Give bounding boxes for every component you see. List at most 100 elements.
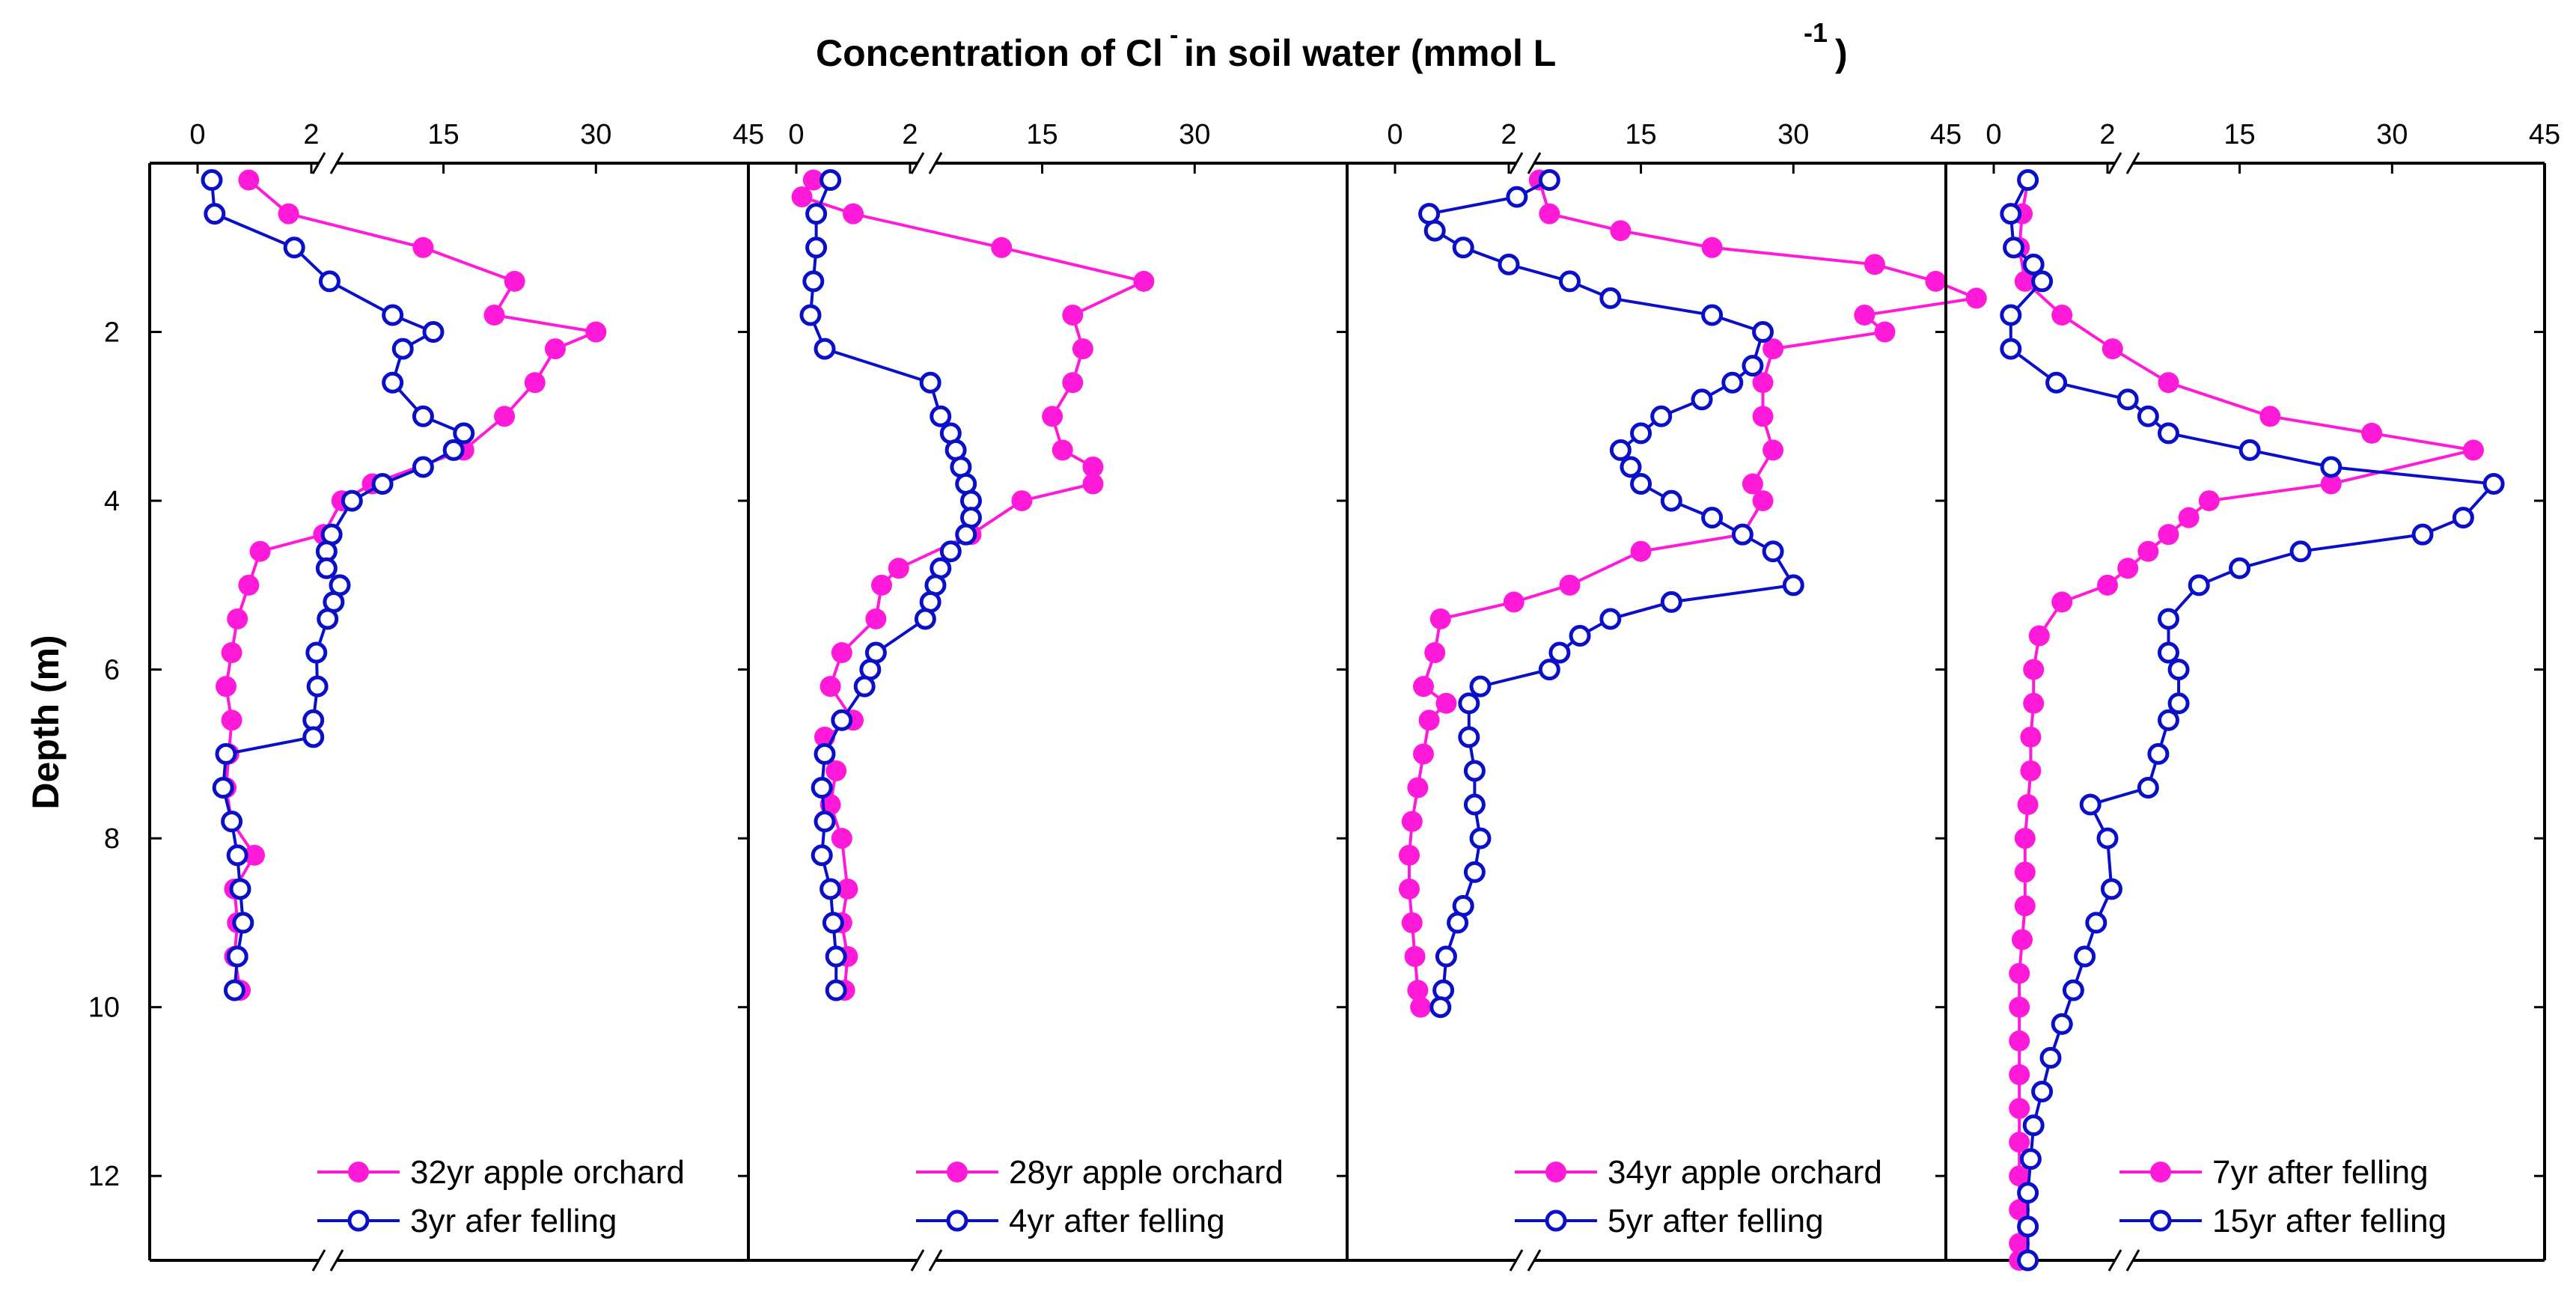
panel-4-series-1-point-24 (2014, 828, 2036, 849)
panel-1-x-tick-label-45: 45 (733, 119, 764, 150)
panel-3-series-1-point-18 (1503, 591, 1524, 613)
panel-4-series-2-point-0 (2017, 169, 2039, 192)
panel-4-break-mark-b-1 (2125, 1249, 2140, 1272)
panel-2-series-2-point-27 (811, 844, 833, 867)
panel-1-series-2-point-8 (412, 405, 434, 427)
panel-4-series-1-point-11 (2198, 490, 2220, 512)
panel-3-series-2-point-14 (1630, 422, 1652, 445)
panel-1-series-2-point-11 (412, 456, 434, 478)
panel-4-series-2-point-33 (2039, 1046, 2062, 1069)
panel-3-break-mark-a-1 (1509, 1249, 1524, 1272)
panel-2-series-1-point-5 (1062, 304, 1084, 326)
legend-1-1-marker (348, 1162, 369, 1183)
panel-4-series-1-point-31 (2009, 1064, 2030, 1085)
panel-3-series-2-point-30 (1458, 726, 1480, 748)
panel-3-series-2-point-37 (1435, 945, 1457, 968)
panel-4-series-1-point-23 (2017, 794, 2039, 816)
panel-2-series-1-point-21 (825, 760, 847, 781)
panel-4-series-2-point-1 (2000, 203, 2022, 225)
chart-title: Concentration of Cl - in soil water (mmo… (816, 17, 1848, 74)
panel-3-series-2-point-36 (1447, 912, 1469, 934)
panel-4-series-2-point-7 (2045, 371, 2068, 394)
panel-3-series-1-point-3 (1701, 237, 1723, 258)
panel-4-series-1-point-8 (2361, 422, 2383, 444)
panel-1-series-1-point-14 (238, 574, 260, 596)
panel-2-series-1-point-16 (865, 608, 887, 629)
panel-2-series-1-point-0 (802, 169, 824, 191)
panel-2-series-1-point-2 (843, 203, 864, 225)
legend-2-2-label: 4yr after felling (1009, 1203, 1225, 1239)
panel-4-x-tick-label-45: 45 (2529, 119, 2560, 150)
panel-4: 0 2 15 30 45 7yr after felling 15yr after fell… (1944, 119, 2560, 1272)
panel-4-series-1-point-20 (2023, 692, 2045, 714)
panel-3-series-1-point-26 (1401, 811, 1423, 832)
panel-1-series-1-point-8 (494, 406, 516, 427)
panel-2-series-1-point-11 (1082, 473, 1104, 495)
panel-3-series-2-point-8 (1701, 304, 1724, 326)
legend-3-2-label: 5yr after felling (1608, 1203, 1824, 1239)
panel-1-series-1-point-7 (524, 372, 546, 394)
panel-2-series-1-point-7 (1062, 372, 1084, 394)
panel-3-series-2-point-17 (1630, 473, 1652, 495)
panel-1-series-2-point-30 (226, 945, 248, 968)
panel-4-series-1-point-4 (2051, 304, 2073, 326)
panel-3-series-2-point-21 (1762, 540, 1784, 563)
panel-1-series-2-point-27 (226, 844, 248, 867)
panel-4-series-2-point-31 (2062, 979, 2084, 1001)
panel-3-series-2-point-25 (1569, 625, 1591, 647)
panel-4-series-2-point-3 (2022, 253, 2045, 275)
panel-4-series-2-point-39 (2017, 1249, 2039, 1272)
panel-1-series-2-point-10 (442, 439, 465, 461)
panel-1-series-2-point-13 (341, 489, 363, 512)
panel-2-series-2-point-31 (825, 979, 847, 1001)
panel-4-x-tick-label-2: 2 (2099, 119, 2115, 150)
panel-4-break-gap-0 (2115, 157, 2133, 169)
panel-1-series-1-point-16 (221, 642, 242, 664)
chart-title-unit-superscript: -1 (1804, 17, 1828, 48)
panel-4-series-2-point-14 (2452, 507, 2474, 529)
panel-1-series-2-point-24 (215, 742, 237, 765)
legend-3-1-label: 34yr apple orchard (1608, 1154, 1882, 1191)
legend-1-2-marker (347, 1209, 370, 1232)
panel-4-series-1-point-27 (2012, 929, 2033, 950)
panel-2-break-mark-b-0 (928, 152, 943, 174)
panel-3-series-2-point-16 (1620, 456, 1642, 478)
y-tick-label-12: 12 (88, 1161, 120, 1192)
panel-2-series-1-point-1 (791, 186, 813, 208)
panel-2-series-1-point-9 (1052, 439, 1073, 461)
panel-1-series-2-point-6 (391, 338, 414, 360)
panel-3-series-2-point-23 (1660, 591, 1682, 613)
panel-4-series-1-point-16 (2097, 574, 2118, 596)
panel-4-series-2-point-36 (2019, 1148, 2042, 1171)
panel-4-series-2-point-20 (2157, 641, 2179, 664)
panel-4-series-1-point-9 (2462, 439, 2484, 461)
panel-4-series-1-point-19 (2023, 659, 2045, 680)
panel-4-series-2-point-29 (2085, 912, 2108, 934)
panel-4-series-2-point-6 (2000, 338, 2022, 360)
panel-2-series-2-point-29 (822, 912, 844, 934)
chart-title-main: Concentration of Cl (816, 32, 1163, 74)
panel-2-series-1-point-18 (820, 676, 841, 698)
legend-4-2-label: 15yr after felling (2212, 1203, 2447, 1239)
panel-4-series-1-point-5 (2102, 338, 2123, 360)
panel-4-series-2-point-35 (2022, 1114, 2045, 1137)
panel-3-series-1-point-2 (1610, 220, 1632, 242)
panel-1-break-mark-a-0 (311, 152, 326, 174)
chart-title-end: ) (1835, 32, 1848, 74)
panel-2-series-2-point-15 (939, 540, 962, 563)
legend-2-2-marker (946, 1209, 968, 1232)
y-tick-label-6: 6 (104, 655, 120, 686)
legend-2-1-marker (947, 1162, 968, 1183)
panel-2-series-1-point-3 (991, 237, 1013, 258)
panel-2-series-2-point-1 (805, 203, 828, 225)
panel-2-series-1-point-6 (1072, 338, 1093, 360)
panel-1-series-2-point-3 (318, 270, 341, 293)
panel-1-series-1-point-2 (412, 237, 434, 258)
panel-2-series-1-point-17 (831, 642, 852, 664)
panel-3-series-1-point-25 (1407, 777, 1429, 799)
panel-4-break-mark-a-1 (2108, 1249, 2122, 1272)
panel-3-break-mark-b-0 (1527, 152, 1542, 174)
panel-2-series-1-point-8 (1042, 406, 1063, 427)
panel-4-series-2-point-8 (2116, 388, 2139, 411)
panel-3-series-2-point-0 (1538, 169, 1560, 192)
